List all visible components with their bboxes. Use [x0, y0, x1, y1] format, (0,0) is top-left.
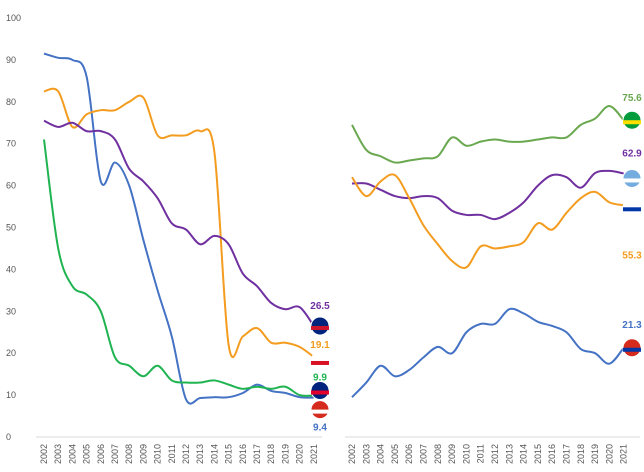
x-tick-label: 2010	[461, 444, 471, 464]
x-tick-label: 2018	[266, 444, 276, 464]
y-tick-label: 40	[6, 264, 16, 274]
x-tick-label: 2016	[547, 444, 557, 464]
x-tick-label: 2003	[53, 444, 63, 464]
x-tick-label: 2006	[96, 444, 106, 464]
y-tick-label: 20	[6, 348, 16, 358]
x-tick-label: 2007	[419, 444, 429, 464]
x-tick-label: 2014	[209, 444, 219, 464]
flag	[622, 110, 642, 130]
x-tick-label: 2011	[476, 444, 486, 463]
x-tick-label: 2008	[124, 444, 134, 464]
y-tick-label: 0	[6, 432, 11, 442]
x-tick-label: 2020	[295, 444, 305, 464]
x-tick-label: 2010	[153, 444, 163, 464]
x-tick-label: 2002	[347, 444, 357, 464]
end-value-label: 19.1	[310, 340, 330, 351]
line	[43, 139, 314, 397]
x-tick-label: 2003	[361, 444, 371, 464]
end-value-label: 62.9	[622, 148, 642, 159]
flag-detail	[311, 390, 329, 395]
x-tick-label: 2013	[195, 444, 205, 464]
x-tick-label: 2021	[309, 444, 319, 464]
x-tick-label: 2019	[280, 444, 290, 464]
x-tick-label: 2012	[490, 444, 500, 464]
x-tick-label: 2006	[404, 444, 414, 464]
x-tick-label: 2015	[533, 444, 543, 464]
x-tick-label: 2019	[590, 444, 600, 464]
x-tick-label: 2005	[390, 444, 400, 464]
flag-detail	[623, 120, 641, 125]
x-tick-label: 2016	[238, 444, 248, 464]
x-tick-label: 2004	[67, 444, 77, 464]
flag-detail	[311, 325, 329, 330]
line	[351, 104, 625, 164]
flag-detail	[623, 178, 641, 183]
x-tick-label: 2017	[562, 444, 572, 464]
x-tick-label: 2017	[252, 444, 262, 464]
x-tick-label: 2004	[376, 444, 386, 464]
y-tick-label: 90	[6, 55, 16, 65]
x-tick-label: 2021	[619, 444, 629, 464]
line	[43, 119, 315, 327]
x-tick-label: 2015	[224, 444, 234, 464]
y-tick-label: 80	[6, 97, 16, 107]
flag-detail	[311, 360, 329, 365]
line	[351, 173, 624, 269]
line	[351, 307, 625, 398]
x-tick-label: 2009	[447, 444, 457, 464]
flag-detail	[623, 207, 641, 212]
x-tick-label: 2011	[167, 444, 177, 463]
x-tick-label: 2018	[576, 444, 586, 464]
x-tick-label: 2014	[519, 444, 529, 464]
flag-detail	[623, 347, 641, 352]
y-tick-label: 10	[6, 390, 16, 400]
x-tick-label: 2013	[504, 444, 514, 464]
x-tick-label: 2005	[82, 444, 92, 464]
end-value-label: 9.9	[313, 373, 327, 384]
end-value-label: 75.6	[622, 93, 642, 104]
x-tick-label: 2002	[39, 444, 49, 464]
y-tick-label: 100	[6, 13, 21, 23]
end-value-label: 26.5	[310, 301, 330, 312]
end-value-label: 21.3	[622, 320, 642, 331]
y-tick-label: 50	[6, 223, 16, 233]
y-tick-label: 70	[6, 139, 16, 149]
line	[43, 87, 315, 358]
end-value-label: 9.4	[313, 423, 327, 434]
x-tick-label: 2008	[433, 444, 443, 464]
y-tick-label: 30	[6, 306, 16, 316]
line	[43, 52, 314, 405]
x-tick-label: 2012	[181, 444, 191, 464]
x-tick-label: 2020	[604, 444, 614, 464]
flag-detail	[311, 409, 329, 414]
end-value-label: 55.3	[622, 250, 642, 261]
x-tick-label: 2007	[110, 444, 120, 464]
y-tick-label: 60	[6, 181, 16, 191]
x-tick-label: 2009	[138, 444, 148, 464]
line	[351, 169, 624, 221]
